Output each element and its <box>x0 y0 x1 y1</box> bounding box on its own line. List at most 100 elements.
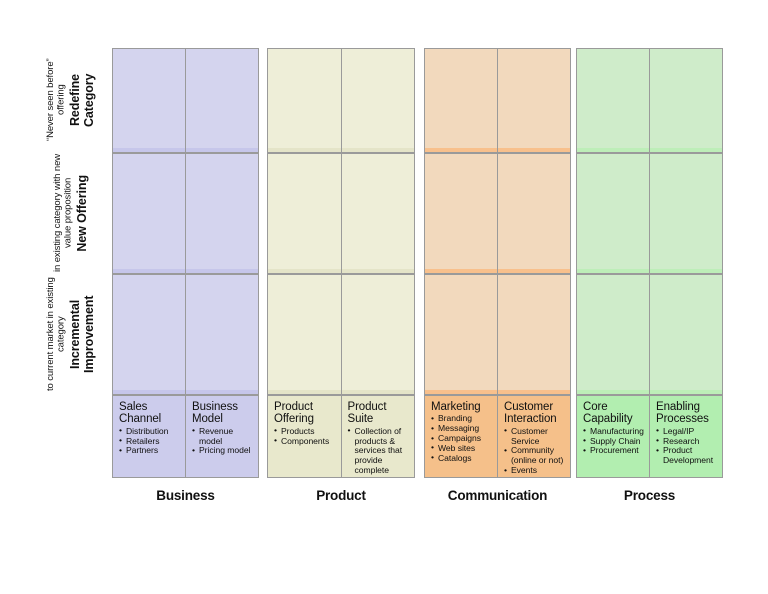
row-subtitle: in existing category with new value prop… <box>52 153 74 273</box>
band-cell[interactable] <box>649 275 722 394</box>
band-cell[interactable] <box>577 49 649 152</box>
card-title: Product Offering <box>274 401 314 426</box>
card-customer-interaction[interactable]: Customer Interaction Customer Service Co… <box>497 396 570 477</box>
band-product-incremental-improvement[interactable] <box>267 274 415 395</box>
band-process-redefine-category[interactable] <box>576 48 723 153</box>
band-cell[interactable] <box>340 275 414 394</box>
band-process-new-offering[interactable] <box>576 153 723 274</box>
caption-communication: Communication <box>447 488 548 503</box>
band-cell[interactable] <box>113 154 185 273</box>
band-communication-new-offering[interactable] <box>424 153 571 274</box>
row-divider <box>113 390 185 394</box>
row-divider <box>186 390 258 394</box>
list-item: Pricing model <box>192 446 254 456</box>
band-cell[interactable] <box>268 49 341 152</box>
card-item-list: Manufacturing Supply Chain Procurement <box>583 426 645 456</box>
card-product-offering[interactable]: Product Offering Products Components <box>268 396 341 477</box>
band-cell[interactable] <box>268 154 341 273</box>
row-divider <box>341 148 414 152</box>
row-title: New Offering <box>74 174 89 252</box>
band-cell[interactable] <box>185 49 258 152</box>
band-cell[interactable] <box>497 49 570 152</box>
row-label-redefine-category: Redefine Category “Never seen before” of… <box>32 48 110 152</box>
band-cell[interactable] <box>113 275 185 394</box>
list-item: Revenue model <box>192 426 254 447</box>
band-cell[interactable] <box>185 154 258 273</box>
row-divider <box>577 148 649 152</box>
card-core-capability[interactable]: Core Capability Manufacturing Supply Cha… <box>577 396 649 477</box>
band-product-new-offering[interactable] <box>267 153 415 274</box>
band-product-redefine-category[interactable] <box>267 48 415 153</box>
card-item-list: Collection of products & services that p… <box>348 426 411 477</box>
row-divider <box>425 390 497 394</box>
band-cell[interactable] <box>425 154 497 273</box>
band-business-redefine-category[interactable] <box>112 48 259 153</box>
band-cell[interactable] <box>577 275 649 394</box>
band-cell[interactable] <box>577 154 649 273</box>
row-divider <box>577 390 649 394</box>
band-business-incremental-improvement[interactable] <box>112 274 259 395</box>
row-divider <box>498 269 570 273</box>
caption-business: Business <box>156 488 215 503</box>
card-marketing[interactable]: Marketing Branding Messaging Campaigns W… <box>425 396 497 477</box>
row-divider <box>268 390 341 394</box>
list-item: Procurement <box>583 446 645 456</box>
row-label-new-offering: New Offering in existing category with n… <box>32 153 110 273</box>
card-business-model[interactable]: Business Model Revenue model Pricing mod… <box>185 396 258 477</box>
row-divider <box>268 148 341 152</box>
band-process-incremental-improvement[interactable] <box>576 274 723 395</box>
card-title: Customer Interaction <box>504 401 557 426</box>
card-enabling-processes[interactable]: Enabling Processes Legal/IP Research Pro… <box>649 396 722 477</box>
row-divider <box>186 148 258 152</box>
cards-business: Sales Channel Distribution Retailers Par… <box>112 395 259 478</box>
list-item: Catalogs <box>431 453 493 464</box>
row-divider <box>498 148 570 152</box>
card-title: Marketing <box>431 401 481 413</box>
band-cell[interactable] <box>649 49 722 152</box>
card-item-list: Branding Messaging Campaigns Web sites C… <box>431 414 493 463</box>
list-item: Community (online or not) <box>504 446 566 466</box>
band-cell[interactable] <box>497 275 570 394</box>
row-subtitle: “Never seen before” offering <box>45 58 67 142</box>
band-communication-redefine-category[interactable] <box>424 48 571 153</box>
band-communication-incremental-improvement[interactable] <box>424 274 571 395</box>
band-cell[interactable] <box>425 49 497 152</box>
list-item: Distribution <box>119 426 181 437</box>
band-business-new-offering[interactable] <box>112 153 259 274</box>
card-item-list: Products Components <box>274 426 337 447</box>
list-item: Branding <box>431 414 493 424</box>
caption-product: Product <box>316 488 366 503</box>
card-title: Core Capability <box>583 401 633 426</box>
card-sales-channel[interactable]: Sales Channel Distribution Retailers Par… <box>113 396 185 477</box>
card-title: Enabling Processes <box>656 401 709 426</box>
band-cell[interactable] <box>185 275 258 394</box>
row-divider <box>498 390 570 394</box>
band-cell[interactable] <box>340 49 414 152</box>
list-item: Manufacturing <box>583 426 645 437</box>
band-cell[interactable] <box>268 275 341 394</box>
card-title: Product Suite <box>347 401 387 426</box>
band-cell[interactable] <box>340 154 414 273</box>
list-item: Products <box>274 426 337 437</box>
row-label-incremental-improvement: Incremental Improvement to current marke… <box>32 274 110 394</box>
card-item-list: Customer Service Community (online or no… <box>504 426 566 476</box>
band-cell[interactable] <box>497 154 570 273</box>
list-item: Messaging <box>431 423 493 434</box>
cards-communication: Marketing Branding Messaging Campaigns W… <box>424 395 571 478</box>
band-cell[interactable] <box>425 275 497 394</box>
list-item: Collection of products & services that p… <box>348 426 411 477</box>
card-item-list: Distribution Retailers Partners <box>119 426 181 456</box>
list-item: Product Development <box>656 446 718 466</box>
band-cell[interactable] <box>113 49 185 152</box>
band-cell[interactable] <box>649 154 722 273</box>
card-product-suite[interactable]: Product Suite Collection of products & s… <box>340 396 415 477</box>
list-item: Partners <box>119 446 181 456</box>
row-divider <box>425 269 497 273</box>
list-item: Retailers <box>119 436 181 447</box>
card-title: Sales Channel <box>119 401 162 426</box>
list-item: Legal/IP <box>656 426 718 437</box>
list-item: Research <box>656 436 718 447</box>
cards-product: Product Offering Products Components Pro… <box>267 395 415 478</box>
row-divider <box>341 390 414 394</box>
